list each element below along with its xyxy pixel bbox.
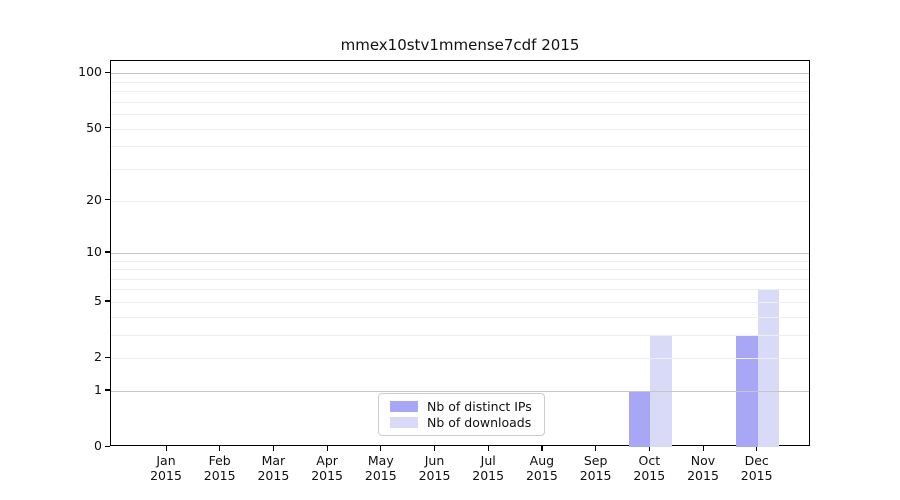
legend-row-distinct-ips: Nb of distinct IPs xyxy=(390,399,535,414)
x-tick-label: May 2015 xyxy=(351,453,411,483)
x-tick-mark xyxy=(595,446,597,451)
minor-gridline xyxy=(111,128,809,130)
x-tick-label: Feb 2015 xyxy=(190,453,250,483)
legend-label-distinct-ips: Nb of distinct IPs xyxy=(427,399,532,414)
x-tick-year: 2015 xyxy=(687,468,719,483)
x-tick-year: 2015 xyxy=(257,468,290,483)
x-tick-label: Nov 2015 xyxy=(673,453,733,483)
y-tick-mark xyxy=(105,71,110,74)
y-tick-mark xyxy=(105,445,110,447)
x-tick-label: Apr 2015 xyxy=(297,453,357,483)
x-tick-mark xyxy=(219,446,221,451)
legend-row-downloads: Nb of downloads xyxy=(390,415,535,430)
x-tick-month: Dec xyxy=(744,453,769,468)
y-tick-label: 2 xyxy=(94,349,102,365)
x-tick-mark xyxy=(648,446,650,451)
y-tick-mark xyxy=(105,251,110,253)
minor-gridline xyxy=(111,260,809,262)
x-tick-year: 2015 xyxy=(740,468,773,483)
y-tick-mark xyxy=(105,389,110,391)
x-tick-mark xyxy=(434,446,436,451)
minor-gridline xyxy=(111,289,809,291)
x-tick-label: Jun 2015 xyxy=(405,453,465,483)
x-tick-month: Aug xyxy=(529,453,555,468)
minor-gridline xyxy=(111,101,809,103)
minor-gridline xyxy=(111,358,809,360)
y-tick-label: 10 xyxy=(86,243,102,259)
x-tick-year: 2015 xyxy=(311,468,343,483)
x-tick-year: 2015 xyxy=(633,468,666,483)
y-tick-mark xyxy=(105,127,110,129)
x-tick-label: Jan 2015 xyxy=(136,453,196,483)
x-tick-month: Feb xyxy=(208,453,231,468)
minor-gridline xyxy=(111,81,809,83)
y-tick-label: 0 xyxy=(94,438,102,453)
minor-gridline xyxy=(111,91,809,93)
legend: Nb of distinct IPs Nb of downloads xyxy=(378,393,545,436)
chart-title: mmex10stv1mmense7cdf 2015 xyxy=(340,36,580,54)
plot-area xyxy=(110,60,810,447)
x-tick-mark xyxy=(487,446,489,451)
bar-downloads xyxy=(757,289,780,447)
x-tick-mark xyxy=(326,446,328,451)
minor-gridline xyxy=(111,301,809,303)
major-gridline xyxy=(111,390,809,392)
x-tick-month: Jun xyxy=(424,453,445,468)
minor-gridline xyxy=(111,146,809,148)
x-tick-label: Oct 2015 xyxy=(619,453,679,483)
y-tick-label: 100 xyxy=(78,64,102,80)
minor-gridline xyxy=(111,269,809,271)
x-tick-month: Oct xyxy=(638,453,661,468)
legend-swatch-downloads xyxy=(390,417,418,428)
x-tick-mark xyxy=(272,446,275,451)
minor-gridline xyxy=(111,278,809,280)
x-tick-year: 2015 xyxy=(472,468,505,483)
x-tick-month: Apr xyxy=(316,453,338,468)
x-tick-month: Jul xyxy=(480,453,496,468)
x-tick-year: 2015 xyxy=(150,468,182,483)
x-tick-mark xyxy=(541,446,543,451)
x-tick-month: Jan xyxy=(156,453,176,468)
x-tick-label: Jul 2015 xyxy=(458,453,518,483)
minor-gridline xyxy=(111,334,809,336)
x-tick-mark xyxy=(165,446,167,451)
major-gridline xyxy=(111,252,809,254)
x-tick-year: 2015 xyxy=(579,468,612,483)
y-tick-mark xyxy=(105,300,110,302)
x-tick-mark xyxy=(702,446,704,451)
x-tick-year: 2015 xyxy=(418,468,451,483)
bar-distinct-ips xyxy=(628,390,651,447)
x-tick-year: 2015 xyxy=(203,468,236,483)
x-tick-year: 2015 xyxy=(364,468,397,483)
x-tick-month: Mar xyxy=(261,453,286,468)
x-tick-label: Dec 2015 xyxy=(727,453,787,483)
x-tick-label: Aug 2015 xyxy=(512,453,572,483)
legend-label-downloads: Nb of downloads xyxy=(427,415,532,430)
minor-gridline xyxy=(111,200,809,202)
y-tick-label: 5 xyxy=(94,292,102,308)
x-tick-label: Mar 2015 xyxy=(243,453,303,483)
x-tick-month: Nov xyxy=(690,453,716,468)
y-tick-label: 1 xyxy=(94,381,102,397)
x-tick-label: Sep 2015 xyxy=(566,453,626,483)
x-tick-year: 2015 xyxy=(525,468,558,483)
x-tick-mark xyxy=(380,446,382,451)
minor-gridline xyxy=(111,169,809,170)
major-gridline xyxy=(111,73,809,75)
x-tick-month: Sep xyxy=(583,453,608,468)
y-tick-mark xyxy=(105,356,110,358)
x-tick-mark xyxy=(756,446,758,451)
y-tick-label: 20 xyxy=(86,191,102,207)
minor-gridline xyxy=(111,114,809,116)
minor-gridline xyxy=(111,316,809,318)
legend-swatch-distinct-ips xyxy=(390,401,418,412)
y-tick-mark xyxy=(105,199,110,201)
x-tick-month: May xyxy=(367,453,394,468)
y-tick-label: 50 xyxy=(86,119,102,135)
